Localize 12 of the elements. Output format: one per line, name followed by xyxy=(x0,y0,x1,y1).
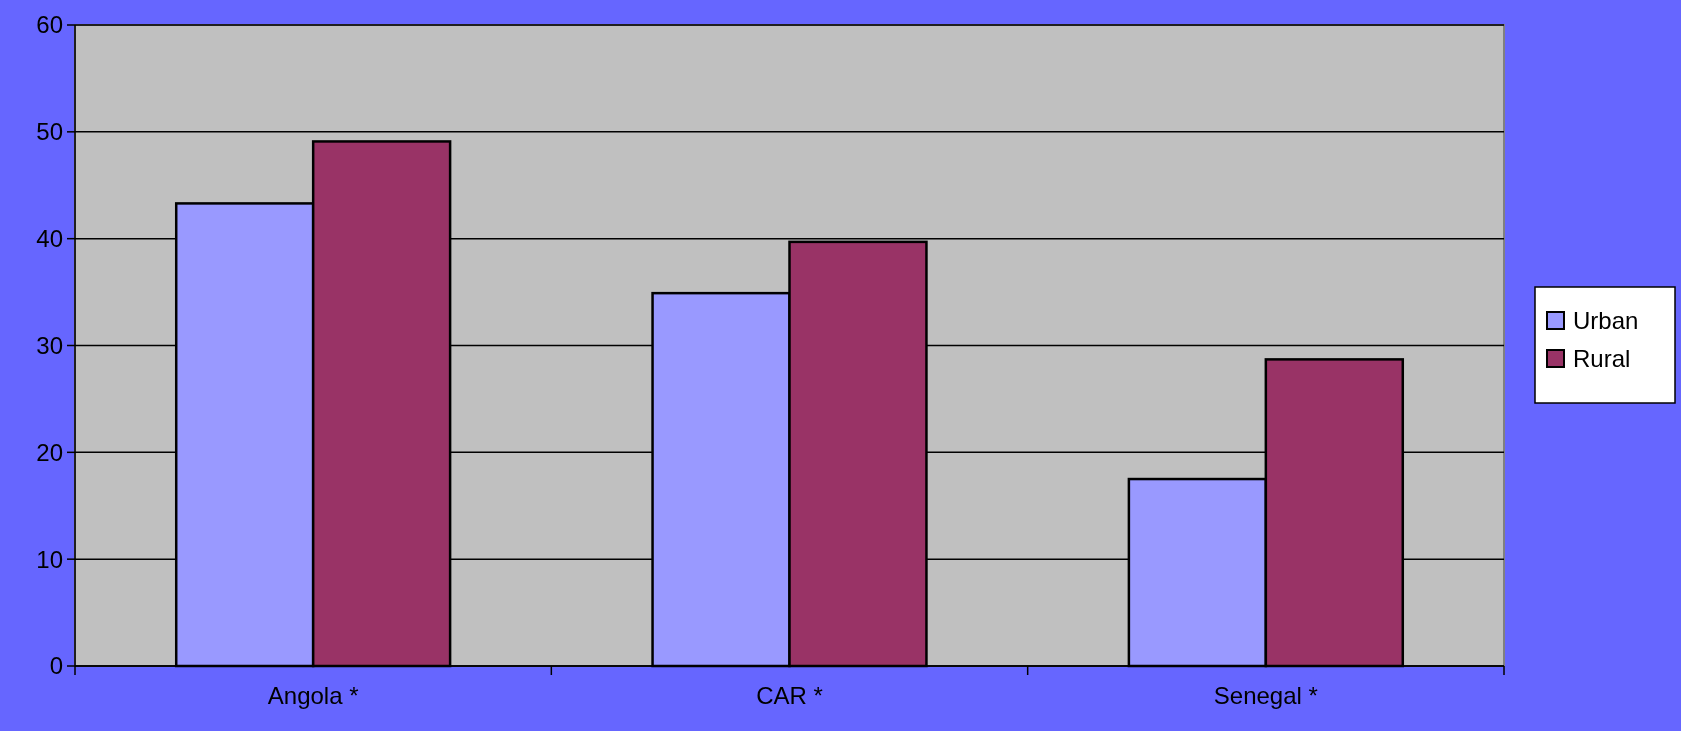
y-tick-label: 10 xyxy=(36,545,63,573)
legend-label: Urban xyxy=(1573,307,1639,335)
y-tick-label: 40 xyxy=(36,225,63,253)
y-tick-label: 50 xyxy=(36,118,63,146)
x-tick-label: Angola * xyxy=(267,682,359,709)
y-tick-label: 20 xyxy=(36,438,63,466)
y-tick-label: 30 xyxy=(36,331,63,359)
y-tick-label: 0 xyxy=(49,652,63,680)
x-tick-label: Senegal * xyxy=(1213,682,1318,709)
legend-label: Rural xyxy=(1573,345,1631,373)
x-tick-label: CAR * xyxy=(756,682,823,709)
y-tick-label: 60 xyxy=(36,11,63,39)
